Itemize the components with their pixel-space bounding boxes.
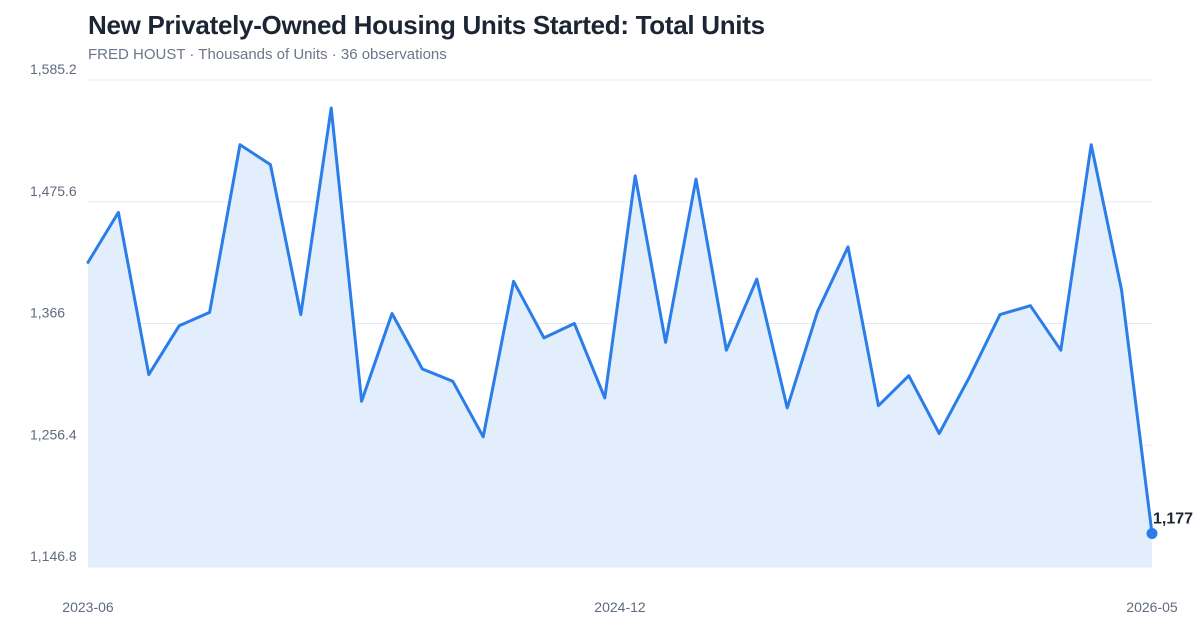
- line-layer: [86, 106, 1154, 535]
- end-marker-layer: 1,177: [1146, 510, 1193, 539]
- series-area: [88, 108, 1152, 567]
- chart-title: New Privately-Owned Housing Units Starte…: [88, 10, 765, 40]
- y-tick-label: 1,256.4: [30, 426, 77, 442]
- x-tick-label: 2026-05: [1126, 599, 1178, 615]
- x-tick-label: 2024-12: [594, 599, 646, 615]
- x-axis-ticks: 2023-06 2024-12 2026-05: [62, 599, 1178, 615]
- area-layer: [88, 108, 1152, 567]
- chart-subtitle: FRED HOUST · Thousands of Units · 36 obs…: [88, 46, 447, 63]
- y-tick-label: 1,366: [30, 305, 65, 321]
- last-point-marker: [1146, 527, 1158, 539]
- series-line: [86, 106, 1154, 535]
- y-tick-label: 1,585.2: [30, 61, 77, 77]
- y-tick-label: 1,475.6: [30, 183, 77, 199]
- last-value-label: 1,177: [1153, 510, 1193, 527]
- y-axis-ticks: 1,146.8 1,256.4 1,366 1,475.6 1,585.2: [30, 61, 77, 564]
- y-tick-label: 1,146.8: [30, 548, 77, 564]
- x-tick-label: 2023-06: [62, 599, 114, 615]
